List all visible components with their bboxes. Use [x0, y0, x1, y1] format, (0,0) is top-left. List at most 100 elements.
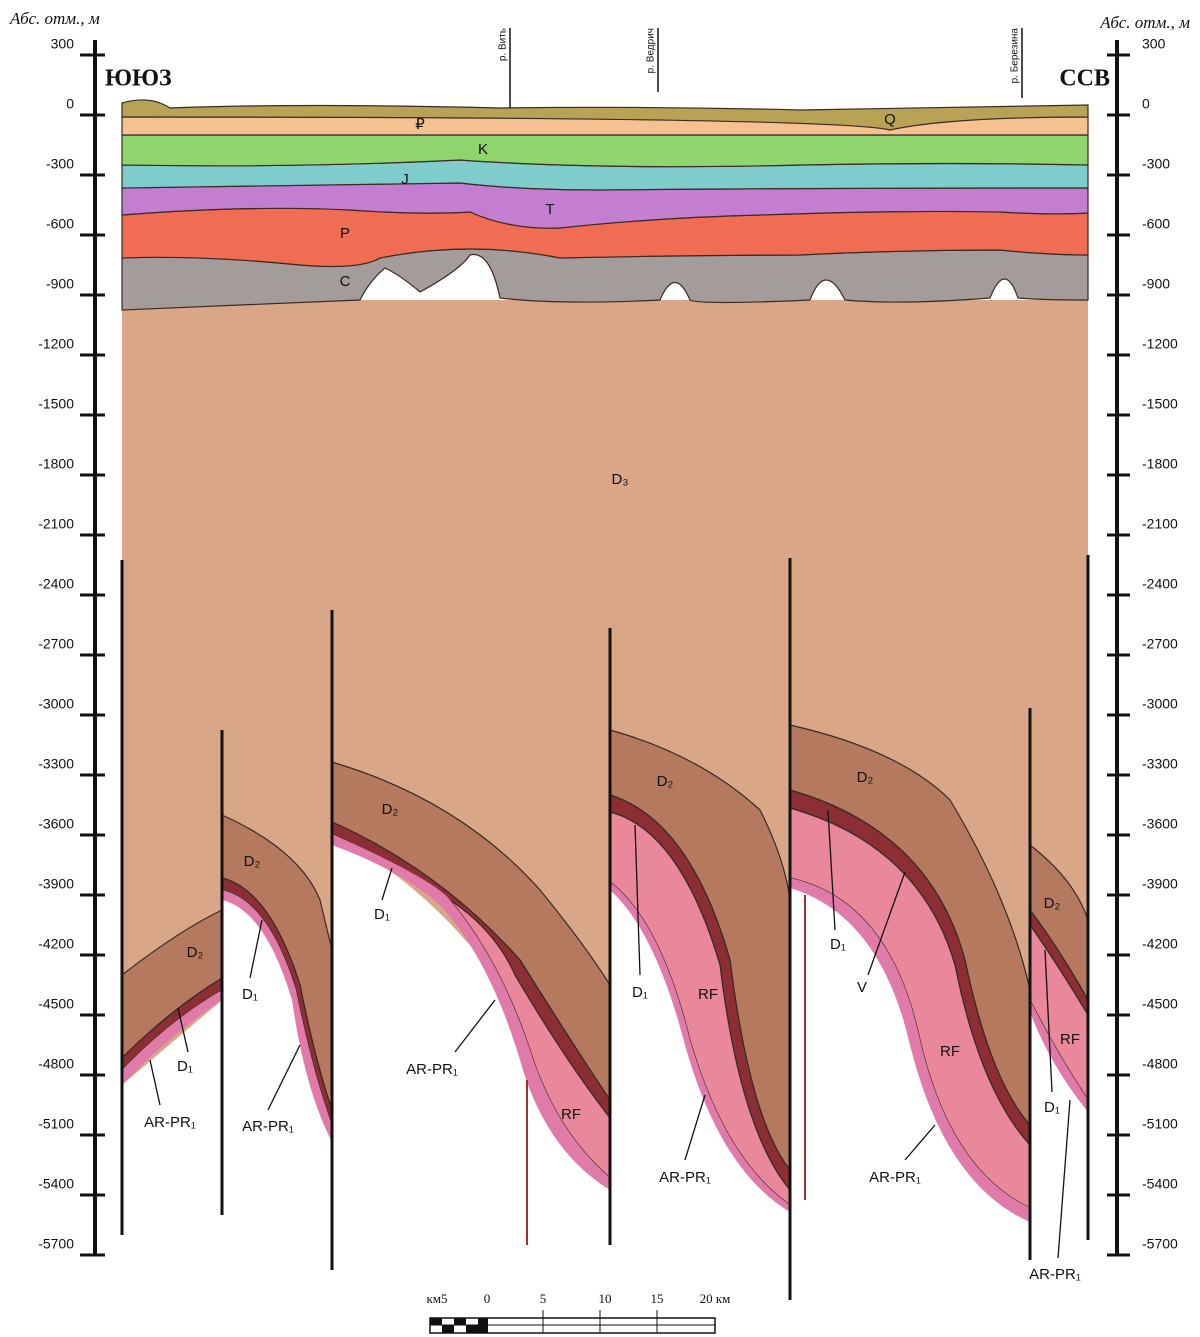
tick-label-right: -1500	[1142, 396, 1178, 412]
tick-label-left: -3900	[38, 876, 74, 892]
layer-label: K	[478, 141, 488, 158]
leaders	[149, 809, 1071, 1259]
layer-ar-pr	[122, 990, 222, 1085]
tick-label-left: -4500	[38, 996, 74, 1012]
layer-label: V	[857, 979, 867, 996]
layer-label: T	[545, 201, 554, 218]
tick-label-right: -5400	[1142, 1176, 1178, 1192]
layer-label: D₁	[242, 986, 258, 1003]
tick-label-left: -600	[46, 216, 74, 232]
river-label: р. Ведрич	[646, 28, 657, 73]
layer-label: D₁	[632, 984, 648, 1001]
tick-label-left: -300	[46, 156, 74, 172]
layer-label: AR-PR₁	[242, 1118, 294, 1135]
tick-label-right: -5700	[1142, 1236, 1178, 1252]
leader	[454, 999, 496, 1053]
layer-label: D₂	[857, 769, 874, 786]
scale-label: 0	[484, 1291, 491, 1306]
tick-label-right: -3900	[1142, 876, 1178, 892]
scale-label: км5	[426, 1291, 447, 1306]
basement-white	[222, 895, 332, 1270]
leader	[904, 1124, 936, 1161]
layer-label: D₂	[657, 773, 674, 790]
tick-label-right: -3300	[1142, 756, 1178, 772]
leader	[1057, 1099, 1071, 1259]
tick-label-left: -5700	[38, 1236, 74, 1252]
tick-label-right: -2100	[1142, 516, 1178, 532]
tick-label-right: -600	[1142, 216, 1170, 232]
basement-white	[122, 1000, 222, 1240]
layer-label: ₽	[415, 116, 425, 133]
layer-label: C	[340, 273, 351, 290]
tick-label-right: -1800	[1142, 456, 1178, 472]
basement-white	[1030, 1005, 1088, 1260]
layer-label: RF	[1060, 1031, 1080, 1048]
tick-label-right: -3600	[1142, 816, 1178, 832]
layer-label: D₂	[382, 801, 399, 818]
tick-label-left: 0	[66, 96, 74, 112]
layer-label: J	[401, 171, 409, 188]
direction-right: ССВ	[1059, 66, 1110, 92]
tick-label-right: -900	[1142, 276, 1170, 292]
tick-label-left: -1800	[38, 456, 74, 472]
leader	[149, 1059, 161, 1106]
tick-label-right: -2400	[1142, 576, 1178, 592]
tick-label-left: -4200	[38, 936, 74, 952]
layer-k	[121, 134, 1089, 168]
leader	[267, 1044, 301, 1111]
layer-label: D₃	[612, 471, 629, 488]
tick-label-left: -1200	[38, 336, 74, 352]
tick-label-right: -1200	[1142, 336, 1178, 352]
tick-label-right: 300	[1142, 36, 1166, 52]
tick-label-right: -4200	[1142, 936, 1178, 952]
left-axis-title: Абс. отм., м	[9, 9, 100, 28]
basement-white	[610, 882, 790, 1300]
layer-label: RF	[561, 1106, 581, 1123]
tick-label-left: -5400	[38, 1176, 74, 1192]
scale-label: 20 км	[700, 1291, 731, 1306]
tick-label-left: -4800	[38, 1056, 74, 1072]
scale-label: 15	[651, 1291, 664, 1306]
layer-label: P	[340, 225, 350, 242]
faults	[120, 555, 1090, 1300]
tick-label-left: -3600	[38, 816, 74, 832]
scale-label: 10	[599, 1291, 612, 1306]
tick-label-left: -3300	[38, 756, 74, 772]
scale-cell	[430, 1318, 442, 1325]
leader	[684, 1094, 706, 1161]
scale-bar	[429, 1310, 716, 1334]
direction-left: ЮЮЗ	[105, 66, 172, 92]
layer-label: D₂	[244, 853, 261, 870]
layer-ar-pr	[332, 834, 610, 1190]
tick-label-left: 300	[51, 36, 75, 52]
tick-label-right: -4800	[1142, 1056, 1178, 1072]
leader	[634, 824, 641, 976]
layer-q	[121, 99, 1089, 131]
layer-label: Q	[884, 111, 896, 128]
leader	[177, 1007, 189, 1053]
layer-label: AR-PR₁	[869, 1169, 921, 1186]
tick-label-right: 0	[1142, 96, 1150, 112]
layer-ar-pr	[222, 890, 332, 1142]
leader	[827, 809, 836, 931]
layer-label: RF	[940, 1043, 960, 1060]
layer-label: D₁	[1044, 1099, 1060, 1116]
tick-label-left: -1500	[38, 396, 74, 412]
layer-label: AR-PR₁	[406, 1061, 458, 1078]
tick-label-right: -3000	[1142, 696, 1178, 712]
tick-label-right: -4500	[1142, 996, 1178, 1012]
tick-label-right: -5100	[1142, 1116, 1178, 1132]
layer-label: D₂	[1044, 895, 1061, 912]
layer-ar-pr	[1030, 1000, 1088, 1112]
tick-label-left: -3000	[38, 696, 74, 712]
tick-label-left: -2700	[38, 636, 74, 652]
leader	[1044, 949, 1053, 1093]
tick-label-right: -2700	[1142, 636, 1178, 652]
basement-white	[332, 838, 610, 1250]
scale-cell	[454, 1318, 466, 1325]
layer-label: AR-PR₁	[144, 1114, 196, 1131]
tick-label-left: -900	[46, 276, 74, 292]
river-label: р. Березина	[1010, 28, 1021, 84]
river-label: р. Вить	[498, 28, 509, 61]
